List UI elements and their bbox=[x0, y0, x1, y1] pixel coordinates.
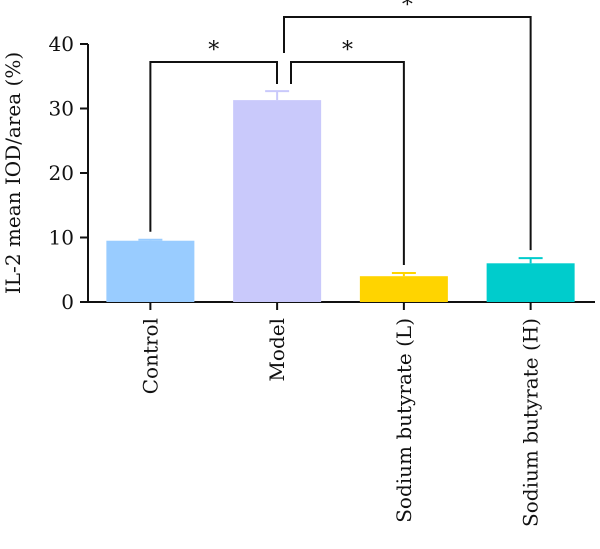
y-tick-label: 40 bbox=[49, 32, 74, 56]
bar bbox=[359, 276, 448, 302]
x-axis-labels: Control Model Sodium butyrate (L) Sodium bu… bbox=[138, 302, 543, 527]
x-tick-label: Sodium butyrate (L) bbox=[392, 318, 416, 523]
y-tick-label: 10 bbox=[49, 226, 74, 250]
significance-brackets: * * * bbox=[149, 0, 532, 265]
significance-bracket bbox=[290, 61, 405, 265]
significance-label: * bbox=[208, 38, 219, 63]
x-tick-label: Sodium butyrate (H) bbox=[519, 318, 543, 527]
significance-label: * bbox=[402, 0, 413, 18]
x-tick-label: Control bbox=[138, 318, 162, 394]
bar bbox=[486, 263, 575, 302]
significance-label: * bbox=[342, 38, 353, 63]
error-bars-group bbox=[138, 90, 543, 277]
y-axis-title: IL-2 mean IOD/area (%) bbox=[1, 52, 25, 294]
bars-group bbox=[106, 100, 575, 303]
y-tick-label: 20 bbox=[49, 161, 74, 185]
y-tick-label: 30 bbox=[49, 97, 74, 121]
x-tick-label: Model bbox=[265, 318, 289, 382]
bar bbox=[233, 100, 322, 303]
bar bbox=[106, 240, 195, 302]
y-axis-ticks: 0 10 20 30 40 bbox=[49, 32, 88, 314]
significance-bracket bbox=[283, 16, 532, 251]
significance-bracket bbox=[149, 61, 278, 232]
y-tick-label: 0 bbox=[61, 290, 74, 314]
